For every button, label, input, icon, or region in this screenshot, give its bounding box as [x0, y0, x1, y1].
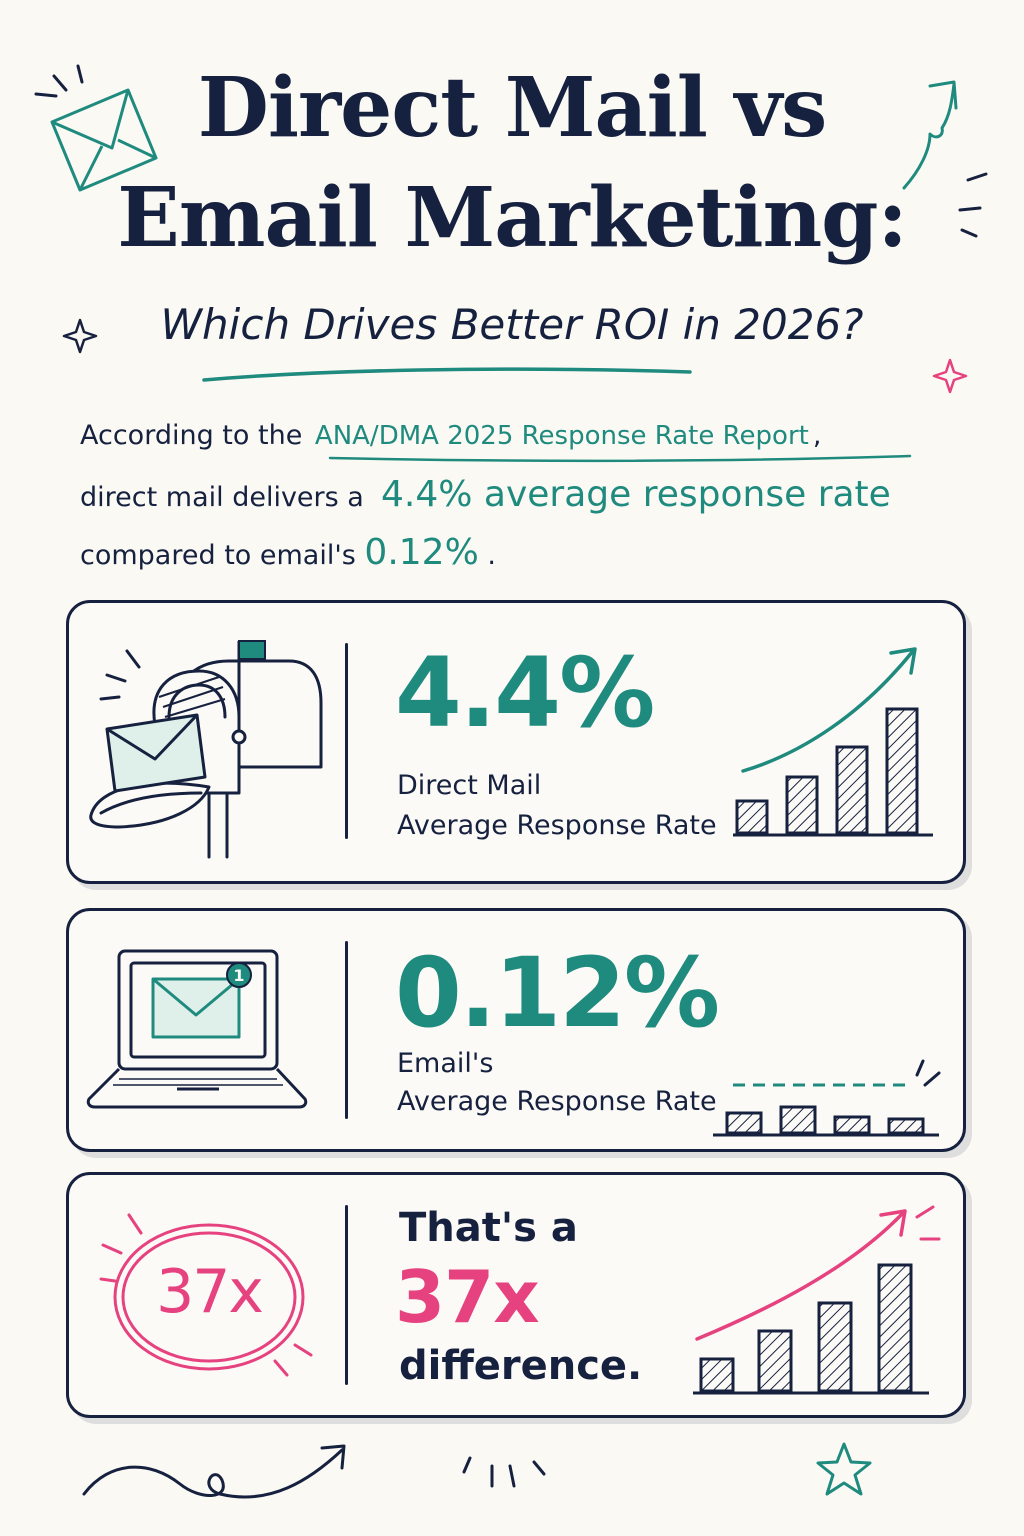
- difference-card: 37x That's a 37x difference.: [66, 1172, 966, 1418]
- email-label-2: Average Response Rate: [397, 1086, 717, 1117]
- difference-text-3: difference.: [399, 1343, 643, 1389]
- intro-line-2: direct mail delivers a 4.4% average resp…: [80, 474, 891, 515]
- intro-line1-prefix: According to the: [80, 420, 303, 451]
- card-divider: [345, 643, 348, 839]
- email-rate-value: 0.12%: [395, 937, 720, 1049]
- email-card: 1 0.12% Email's Average Response Rate: [66, 908, 966, 1152]
- intro-line3-suffix: .: [487, 540, 496, 571]
- card-divider: [345, 1205, 348, 1385]
- swirl-arrow-doodle-icon: [82, 1444, 346, 1499]
- subtitle-underline: [202, 367, 692, 382]
- badge-37x: 37x: [156, 1257, 264, 1327]
- notification-count: 1: [233, 966, 244, 985]
- email-label-1: Email's: [397, 1048, 494, 1079]
- title-line-2: Email Marketing:: [117, 170, 908, 266]
- intro-line-1: According to the ANA/DMA 2025 Response R…: [80, 420, 821, 451]
- direct-mail-rate-value: 4.4%: [395, 637, 655, 749]
- badge-circle-icon: [99, 1213, 313, 1377]
- rising-pink-chart-icon: [693, 1205, 941, 1395]
- star-doodle-icon: [816, 1442, 872, 1496]
- mailbox-icon: [89, 640, 323, 859]
- difference-value: 37x: [395, 1255, 540, 1339]
- intro-line-3: compared to email's 0.12% .: [80, 532, 496, 573]
- intro-line2-prefix: direct mail delivers a: [80, 482, 364, 513]
- title-line-1: Direct Mail vs: [197, 60, 828, 156]
- source-underline: [328, 454, 912, 463]
- flat-bar-chart-icon: [713, 1059, 941, 1137]
- envelope-doodle-icon: [34, 64, 158, 192]
- subtitle: Which Drives Better ROI in 2026?: [160, 300, 864, 349]
- card-divider: [345, 941, 348, 1119]
- intro-line1-suffix: ,: [812, 420, 822, 451]
- difference-text-1: That's a: [399, 1205, 578, 1251]
- arrow-up-doodle-icon: [902, 80, 988, 238]
- direct-mail-label-1: Direct Mail: [397, 770, 542, 801]
- source-report-link[interactable]: ANA/DMA 2025 Response Rate Report: [314, 421, 809, 451]
- rising-bar-chart-icon: [733, 647, 933, 837]
- intro-email-rate: 0.12%: [364, 532, 479, 573]
- laptop-email-icon: 1: [86, 949, 308, 1109]
- sparkle-icon: [62, 318, 98, 354]
- sparkle-lines-icon: [462, 1456, 546, 1488]
- intro-direct-mail-rate: 4.4% average response rate: [381, 474, 891, 515]
- direct-mail-label-2: Average Response Rate: [397, 810, 717, 841]
- intro-line3-prefix: compared to email's: [80, 540, 356, 571]
- direct-mail-card: 4.4% Direct Mail Average Response Rate: [66, 600, 966, 884]
- sparkle-pink-icon: [932, 358, 968, 394]
